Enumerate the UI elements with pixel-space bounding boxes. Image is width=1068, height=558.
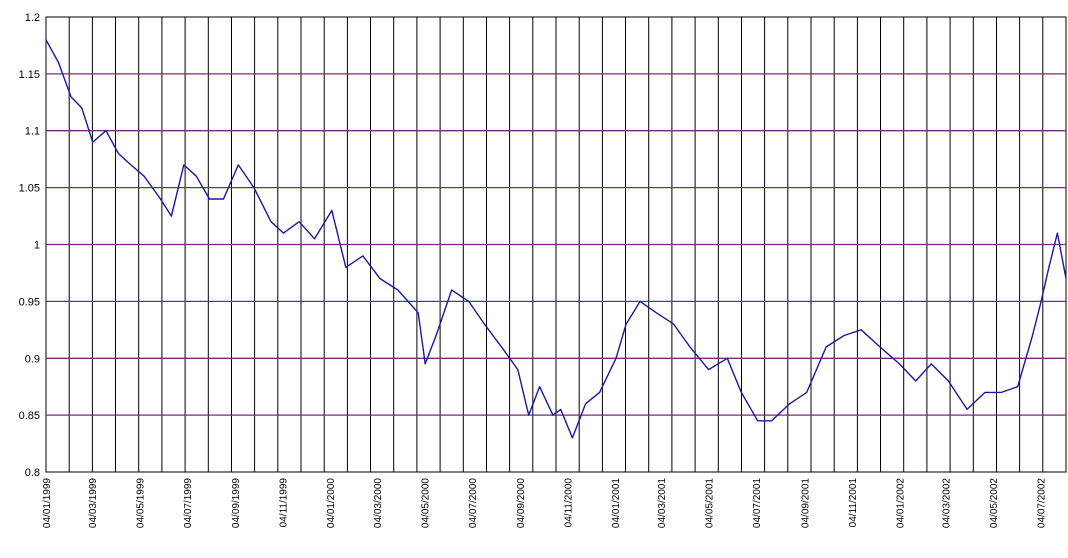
y-tick-label: 0.9 [25, 353, 40, 365]
x-tick-label: 04/05/2000 [420, 478, 431, 528]
x-axis-tick-labels: 04/01/1999 04/03/1999 04/05/1999 04/07/1999… [42, 478, 1047, 528]
x-tick-label: 04/11/2001 [848, 478, 859, 528]
x-tick-label: 04/01/1999 [42, 478, 53, 528]
x-tick-label: 04/09/2001 [800, 478, 811, 528]
x-tick-label: 04/11/1999 [279, 478, 290, 528]
x-tick-label: 04/03/2001 [657, 478, 668, 528]
x-tick-label: 04/03/2000 [373, 478, 384, 528]
series-line [45, 39, 1067, 439]
x-tick-label: 04/07/2002 [1036, 478, 1047, 528]
x-tick-label: 04/09/1999 [231, 478, 242, 528]
x-tick-label: 04/05/2002 [989, 478, 1000, 528]
x-tick-label: 04/03/2002 [941, 478, 952, 528]
x-tick-label: 04/05/2001 [705, 478, 716, 528]
x-tick-label: 04/03/1999 [88, 478, 99, 528]
x-tick-label: 04/01/2002 [895, 478, 906, 528]
y-tick-label: 0.8 [25, 467, 40, 479]
y-tick-label: 0.85 [19, 410, 40, 422]
y-tick-label: 1.1 [25, 126, 40, 138]
x-tick-label: 04/01/2000 [326, 478, 337, 528]
y-axis-tick-labels: 1.2 1.15 1.1 1.05 1 0.95 0.9 0.85 0.8 [19, 12, 40, 479]
x-tick-label: 04/07/2000 [468, 478, 479, 528]
y-tick-label: 1 [34, 240, 40, 252]
x-tick-label: 04/07/1999 [183, 478, 194, 528]
x-tick-label: 04/07/2001 [752, 478, 763, 528]
x-tick-label: 04/11/2000 [564, 478, 575, 528]
y-tick-label: 1.2 [25, 12, 40, 24]
x-tick-label: 04/01/2001 [611, 478, 622, 528]
x-tick-label: 04/09/2000 [516, 478, 527, 528]
y-tick-label: 0.95 [19, 296, 40, 308]
x-tick-label: 04/05/1999 [135, 478, 146, 528]
y-tick-label: 1.05 [19, 183, 40, 195]
y-tick-label: 1.15 [19, 69, 40, 81]
horizontal-gridlines [46, 73, 1066, 416]
